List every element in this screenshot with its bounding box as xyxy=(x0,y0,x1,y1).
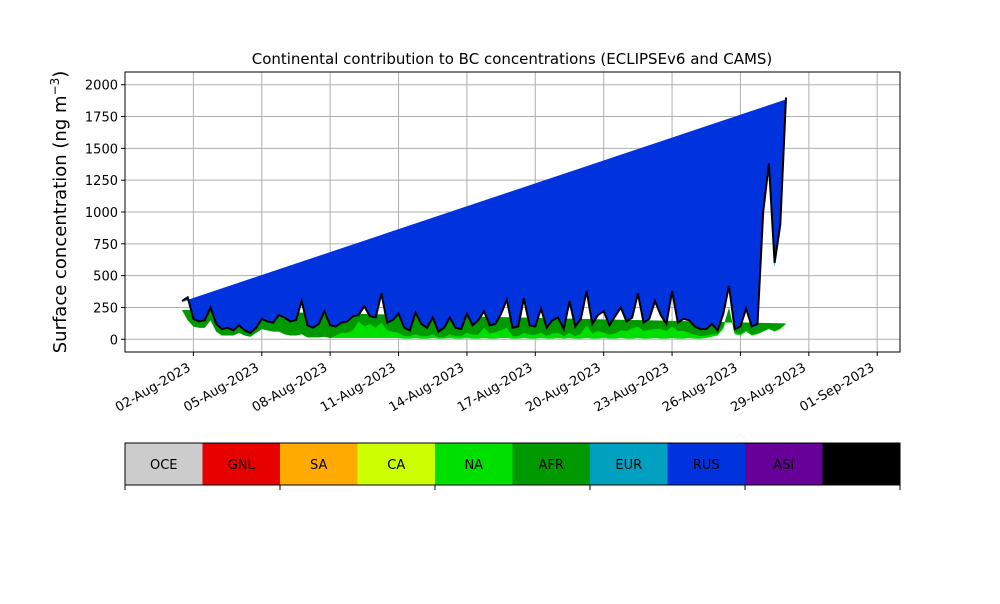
x-tick-label: 26-Aug-2023 xyxy=(660,360,740,415)
x-tick-label: 17-Aug-2023 xyxy=(455,360,535,415)
y-tick-label: 0 xyxy=(110,333,118,348)
legend-swatch-gnl xyxy=(202,443,280,485)
legend-label-oce: OCE xyxy=(150,458,178,473)
legend-label-afr: AFR xyxy=(539,458,564,473)
stacked-areas xyxy=(182,99,786,339)
y-axis-ticks: 0 250 500 750 1000 1250 1500 1750 2000 xyxy=(85,79,125,348)
legend-swatch-aus xyxy=(822,443,900,485)
x-tick-label: 08-Aug-2023 xyxy=(250,360,330,415)
legend-label-gnl: GNL xyxy=(228,458,256,473)
y-axis-label-close: ) xyxy=(50,71,71,78)
x-tick-label: 23-Aug-2023 xyxy=(592,360,672,415)
legend-frame xyxy=(124,442,901,486)
x-tick-label: 05-Aug-2023 xyxy=(181,360,261,415)
total-concentration-line xyxy=(181,97,787,335)
legend-swatch-eur xyxy=(590,443,668,485)
y-tick-label: 250 xyxy=(93,301,118,316)
legend-swatch-oce xyxy=(125,443,203,485)
legend-label-eur: EUR xyxy=(615,458,642,473)
x-tick-label: 02-Aug-2023 xyxy=(113,360,193,415)
legend: OCE GNL SA CA NA AFR EUR RUS ASI AUS xyxy=(124,442,901,490)
x-tick-label: 11-Aug-2023 xyxy=(318,360,398,415)
legend-swatch-rus xyxy=(667,443,745,485)
area-rus xyxy=(182,99,786,334)
x-tick-label: 01-Sep-2023 xyxy=(797,360,877,415)
legend-label-aus: AUS xyxy=(848,458,875,473)
y-axis-label-exponent: −3 xyxy=(48,78,62,96)
y-axis-label: Surface concentration (ng m−3) xyxy=(48,71,71,354)
x-axis-ticks: 02-Aug-202305-Aug-202308-Aug-202311-Aug-… xyxy=(113,352,878,416)
y-tick-label: 1000 xyxy=(85,206,118,221)
legend-label-asi: ASI xyxy=(773,458,794,473)
legend-label-rus: RUS xyxy=(693,458,720,473)
legend-swatch-afr xyxy=(512,443,590,485)
legend-swatch-asi xyxy=(745,443,823,485)
x-tick-label: 14-Aug-2023 xyxy=(387,360,467,415)
y-tick-label: 2000 xyxy=(85,79,118,94)
legend-swatch-ca xyxy=(357,443,435,485)
x-tick-label: 29-Aug-2023 xyxy=(728,360,808,415)
legend-label-na: NA xyxy=(464,458,483,473)
chart-title: Continental contribution to BC concentra… xyxy=(252,50,773,68)
y-tick-label: 1250 xyxy=(85,174,118,189)
x-tick-label: 20-Aug-2023 xyxy=(523,360,603,415)
legend-label-sa: SA xyxy=(310,458,327,473)
legend-label-ca: CA xyxy=(387,458,405,473)
y-tick-label: 500 xyxy=(93,270,118,285)
legend-swatch-na xyxy=(435,443,513,485)
y-axis-label-text: Surface concentration (ng m xyxy=(50,95,71,353)
y-tick-label: 1750 xyxy=(85,111,118,126)
y-tick-label: 750 xyxy=(93,238,118,253)
legend-swatch-sa xyxy=(280,443,358,485)
y-tick-label: 1500 xyxy=(85,142,118,157)
